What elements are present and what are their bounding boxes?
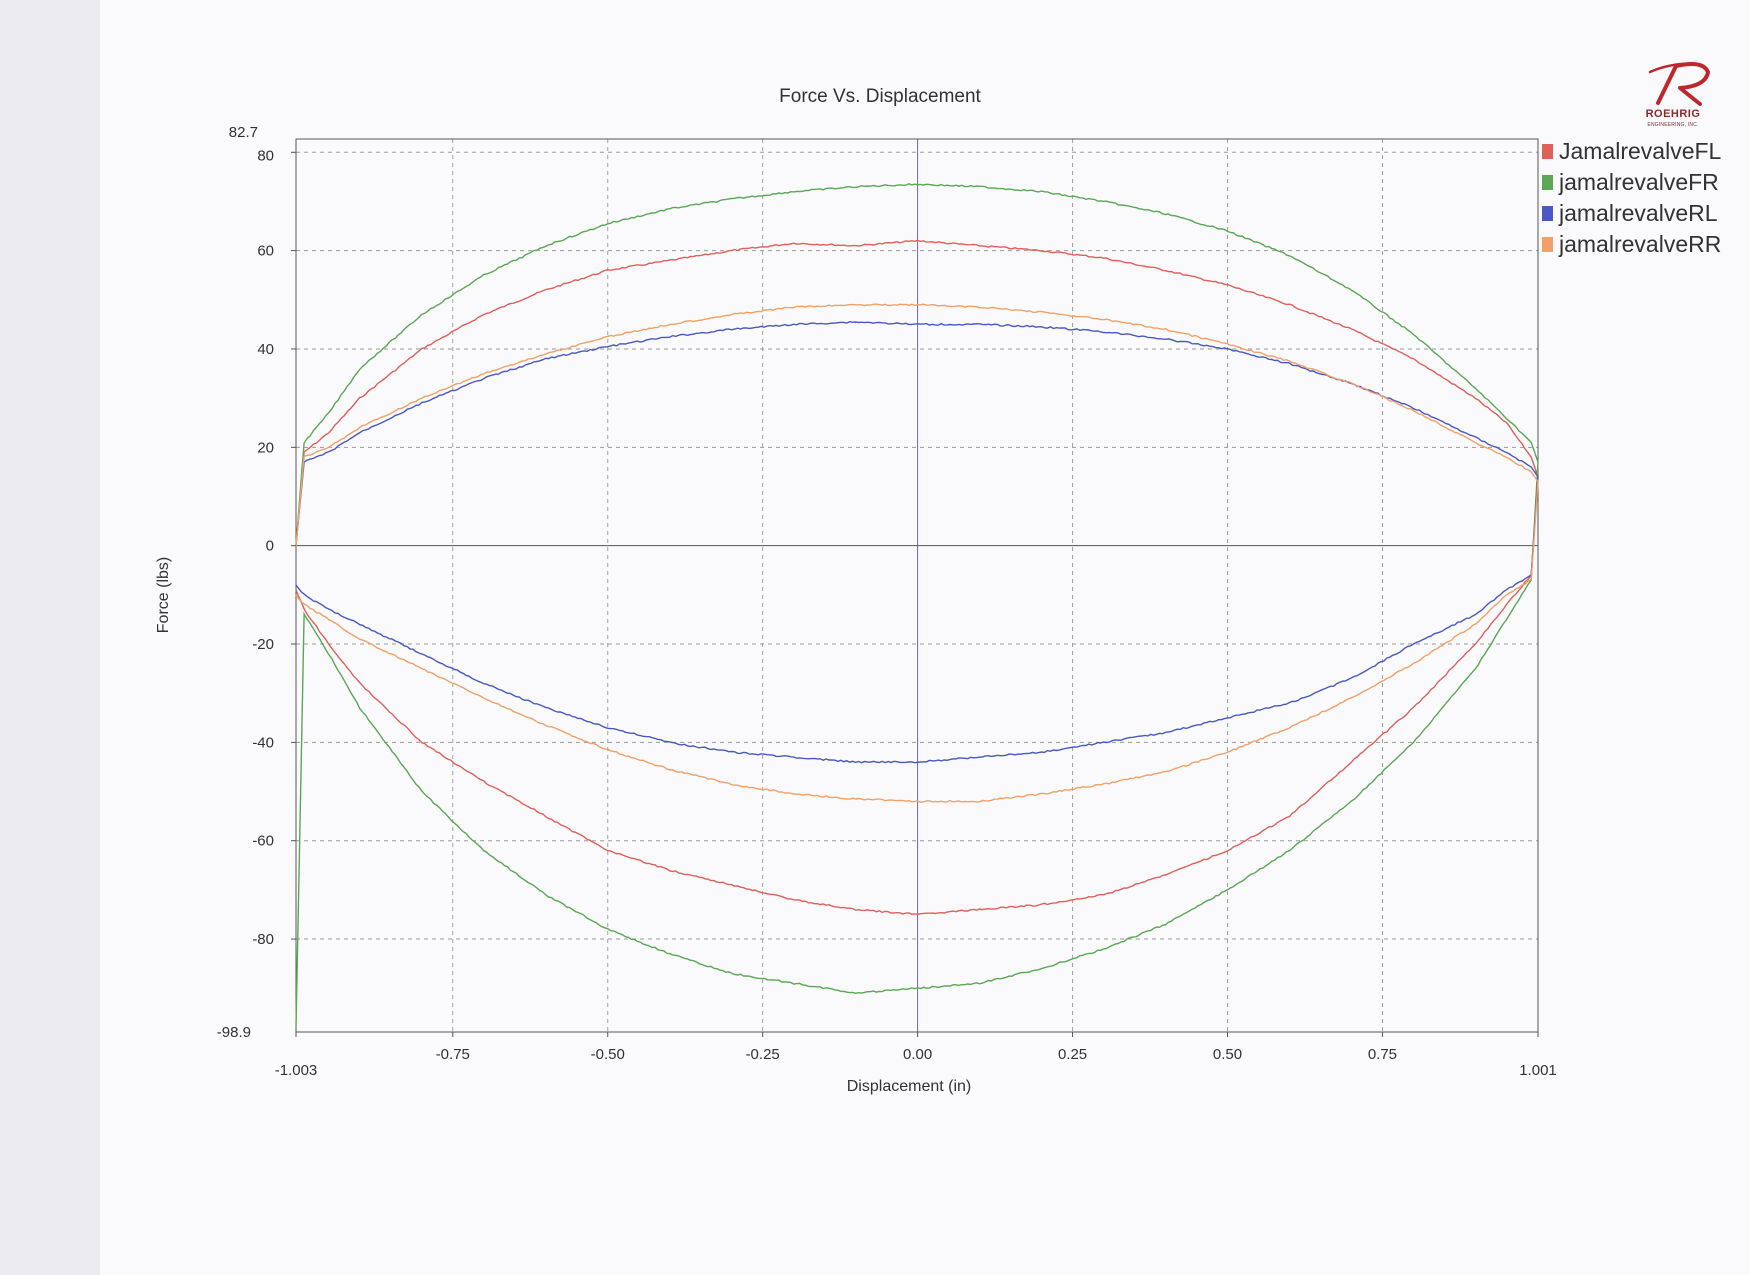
legend-label: jamalrevalveRR — [1559, 231, 1722, 257]
legend-label: jamalrevalveRL — [1559, 200, 1718, 226]
roehrig-r-icon — [1648, 62, 1710, 106]
y-tick-label: 60 — [257, 243, 274, 260]
chart-title: Force Vs. Displacement — [779, 86, 981, 107]
series-line — [295, 320, 1539, 764]
y-axis-label: Force (lbs) — [155, 557, 172, 633]
y-tick-label: 80 — [257, 147, 274, 164]
scan-edge — [0, 0, 100, 1275]
x-tick-label: -0.75 — [436, 1046, 470, 1063]
x-tick-label: 0.75 — [1368, 1046, 1397, 1063]
y-tick-label: 40 — [257, 341, 274, 358]
logo-name: ROEHRIG — [1645, 108, 1701, 120]
y-tick-label: -98.9 — [217, 1024, 251, 1041]
y-tick-label: -60 — [252, 833, 274, 850]
series-line — [295, 303, 1539, 803]
legend-swatch — [1542, 237, 1553, 252]
y-tick-label: 0 — [266, 538, 274, 555]
series-line — [295, 183, 1539, 1028]
legend-label: JamalrevalveFL — [1559, 138, 1722, 164]
legend-item: jamalrevalveRL — [1542, 198, 1721, 229]
plot-frame — [295, 138, 1539, 1033]
series-line — [295, 239, 1539, 916]
x-tick-label: 0.50 — [1213, 1046, 1242, 1063]
y-tick-label: -80 — [252, 931, 274, 948]
y-axis-ticks: 82.7 80 60 40 20 0 -20 -40 -60 -80 -98.9 — [217, 124, 296, 1041]
x-tick-label: 0.00 — [903, 1046, 932, 1063]
y-tick-label: 82.7 — [229, 124, 258, 141]
series-layer — [295, 183, 1539, 1028]
x-tick-label: 1.001 — [1519, 1062, 1557, 1079]
y-tick-label: -20 — [252, 636, 274, 653]
legend-item: jamalrevalveRR — [1542, 229, 1721, 260]
x-tick-label: -0.25 — [746, 1046, 780, 1063]
roehrig-logo: ROEHRIG ENGINEERING, INC. — [1628, 58, 1728, 138]
x-tick-label: 0.25 — [1058, 1046, 1087, 1063]
legend-item: jamalrevalveFR — [1542, 167, 1721, 198]
y-tick-label: 20 — [257, 439, 274, 456]
x-tick-label: -1.003 — [275, 1062, 318, 1079]
legend-label: jamalrevalveFR — [1559, 169, 1719, 195]
legend-item: JamalrevalveFL — [1542, 136, 1721, 167]
legend: JamalrevalveFL jamalrevalveFR jamalrevalve… — [1542, 136, 1721, 260]
legend-swatch — [1542, 144, 1553, 159]
legend-swatch — [1542, 175, 1553, 190]
x-axis-label: Displacement (in) — [847, 1078, 971, 1095]
y-tick-label: -40 — [252, 734, 274, 751]
legend-swatch — [1542, 206, 1553, 221]
paper — [100, 0, 1750, 1275]
x-axis-ticks: -1.003 -0.75 -0.50 -0.25 0.00 0.25 0.50 0.75 1.0… — [275, 1032, 1557, 1079]
grid — [295, 139, 1539, 1032]
logo-subtitle: ENGINEERING, INC. — [1647, 122, 1699, 128]
x-tick-label: -0.50 — [591, 1046, 625, 1063]
